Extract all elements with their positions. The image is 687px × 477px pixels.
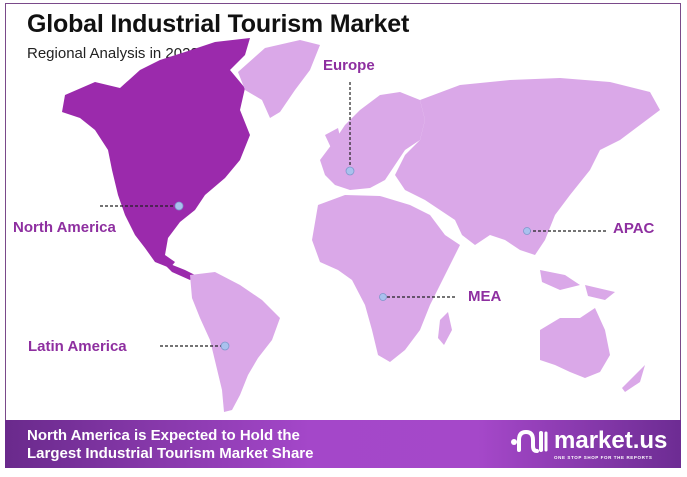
footer-headline: North America is Expected to Hold the La… — [27, 427, 313, 463]
region-uk — [325, 128, 342, 150]
region-africa — [312, 195, 460, 362]
region-madagascar — [438, 312, 452, 345]
region-greenland — [238, 40, 320, 118]
footer-line-2: Largest Industrial Tourism Market Share — [27, 445, 314, 462]
market-us-logo-icon — [511, 429, 548, 453]
marker-mea[interactable] — [379, 293, 387, 301]
region-north-america — [62, 38, 250, 280]
logo-wordmark: market.us — [554, 427, 668, 454]
region-europe — [320, 92, 425, 190]
label-europe: Europe — [323, 57, 375, 74]
page-subtitle: Regional Analysis in 2023 — [27, 45, 199, 62]
region-new-zealand — [622, 365, 645, 392]
label-mea: MEA — [468, 288, 502, 305]
marker-latin-america[interactable] — [220, 341, 230, 351]
brand-logo[interactable]: market.us ONE STOP SHOP FOR THE REPORTS — [510, 428, 667, 460]
label-apac: APAC — [613, 220, 655, 237]
marker-apac[interactable] — [523, 227, 531, 235]
label-latin-america: Latin America — [28, 338, 127, 355]
logo-tagline: ONE STOP SHOP FOR THE REPORTS — [554, 455, 653, 460]
marker-europe[interactable] — [345, 166, 355, 176]
label-north-america: North America — [13, 219, 116, 236]
region-australia — [540, 308, 610, 378]
footer-line-1: North America is Expected to Hold the — [27, 427, 300, 444]
page-title: Global Industrial Tourism Market — [27, 10, 410, 38]
region-asia — [395, 78, 660, 255]
region-sea-islands — [540, 270, 615, 300]
marker-north-america[interactable] — [174, 201, 184, 211]
footer-banner: North America is Expected to Hold the La… — [5, 420, 681, 468]
region-latin-america — [190, 272, 280, 412]
